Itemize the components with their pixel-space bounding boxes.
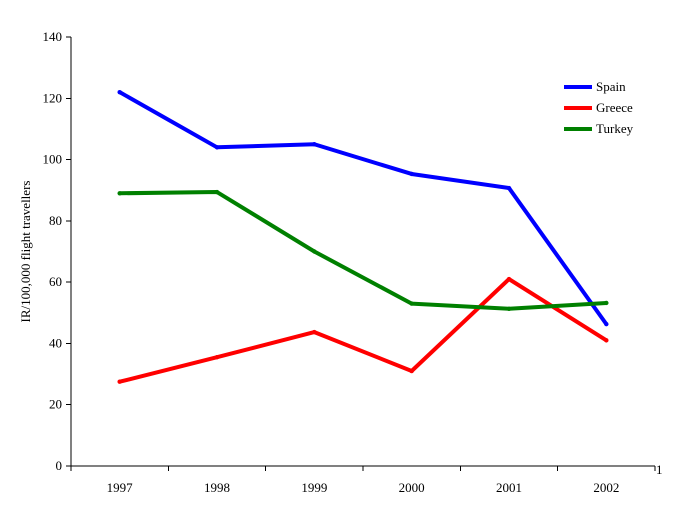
series-line-spain — [118, 90, 608, 326]
x-tick-label: 1998 — [204, 480, 230, 495]
data-point-spain — [312, 142, 317, 147]
data-point-spain — [604, 321, 609, 327]
data-point-turkey — [117, 191, 122, 196]
data-point-spain — [117, 89, 122, 95]
y-tick-label: 40 — [49, 335, 62, 350]
x-tick-label: 2000 — [399, 480, 425, 495]
y-axis-title: IR/100,000 flight travellers — [18, 181, 33, 323]
y-tick-label: 140 — [43, 29, 63, 44]
data-point-greece — [214, 355, 220, 360]
data-point-turkey — [409, 301, 414, 306]
series-line-greece — [119, 277, 608, 384]
data-point-turkey — [506, 306, 512, 312]
data-point-greece — [506, 276, 512, 282]
data-point-greece — [604, 338, 609, 343]
data-point-greece — [409, 368, 414, 374]
y-tick-label: 120 — [43, 90, 63, 105]
legend-label: Greece — [596, 100, 633, 115]
y-tick-label: 20 — [49, 397, 62, 412]
legend-label: Spain — [596, 79, 626, 94]
y-tick-label: 60 — [49, 274, 62, 289]
data-point-spain — [214, 145, 220, 150]
data-point-turkey — [312, 249, 317, 254]
y-tick-label: 100 — [43, 152, 63, 167]
data-point-greece — [312, 329, 317, 335]
data-point-turkey — [604, 300, 609, 306]
x-tick-label: 2001 — [496, 480, 522, 495]
x-tick-label: 2002 — [593, 480, 619, 495]
chart-annotation: 1 — [656, 462, 663, 477]
data-point-spain — [506, 185, 512, 191]
data-point-turkey — [214, 189, 220, 195]
y-tick-label: 80 — [49, 213, 62, 228]
y-tick-label: 0 — [56, 458, 63, 473]
x-tick-label: 1997 — [107, 480, 134, 495]
data-point-spain — [409, 171, 414, 177]
data-point-greece — [117, 379, 122, 384]
x-tick-label: 1999 — [301, 480, 327, 495]
legend-label: Turkey — [596, 121, 634, 136]
series-line-turkey — [119, 190, 607, 311]
